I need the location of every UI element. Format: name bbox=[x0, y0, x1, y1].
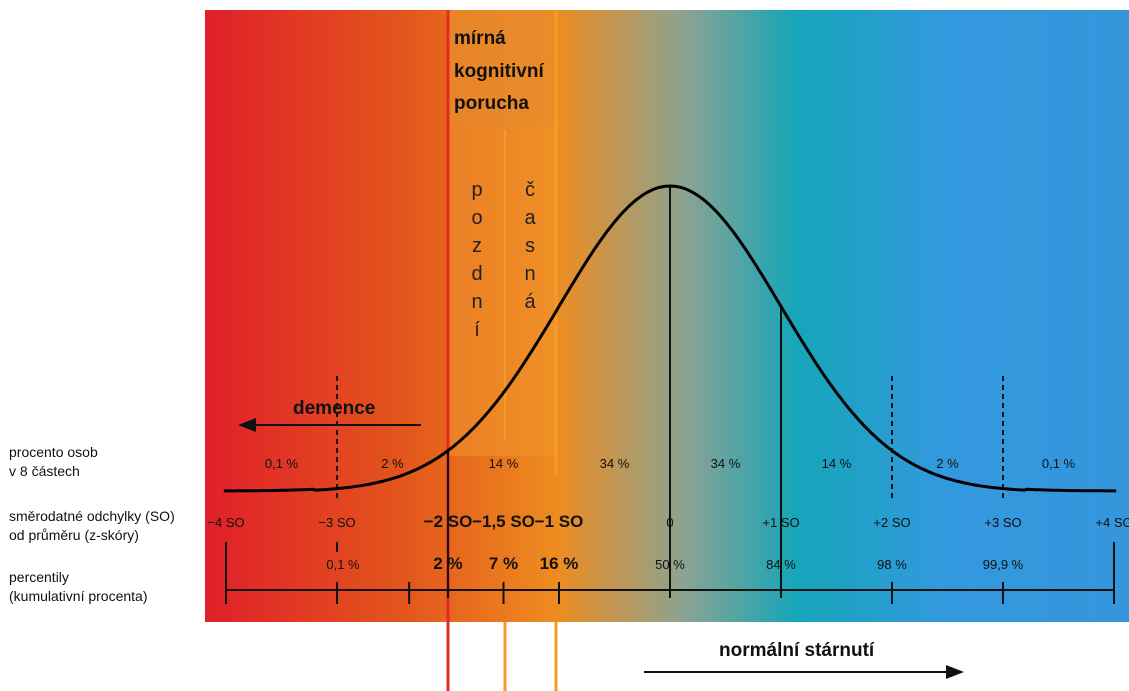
gradient-background bbox=[205, 10, 1129, 622]
percentile-label: 84 % bbox=[766, 557, 796, 572]
sd-tick-label: +3 SO bbox=[984, 515, 1021, 530]
percentile-label: 99,9 % bbox=[983, 557, 1024, 572]
segment-percent-label: 14 % bbox=[489, 456, 519, 471]
percentile-label: 98 % bbox=[877, 557, 907, 572]
mci-title-line3: porucha bbox=[454, 93, 529, 114]
row-label-percentiles: percentily (kumulativní procenta) bbox=[9, 568, 148, 606]
segment-percent-label: 0,1 % bbox=[265, 456, 299, 471]
mci-title-line2: kognitivní bbox=[454, 61, 544, 82]
row-label-sd: směrodatné odchylky (SO) od průměru (z-s… bbox=[9, 507, 175, 545]
sd-tick-label: −3 SO bbox=[318, 515, 355, 530]
casna-letter: n bbox=[524, 263, 535, 285]
row-label-line: v 8 částech bbox=[9, 463, 80, 479]
segment-percent-label: 14 % bbox=[822, 456, 852, 471]
segment-percent-label: 2 % bbox=[381, 456, 404, 471]
casna-letter: s bbox=[525, 235, 535, 257]
demence-arrowhead-icon bbox=[238, 418, 256, 432]
demence-label: demence bbox=[293, 398, 375, 419]
row-label-line: od průměru (z-skóry) bbox=[9, 527, 139, 543]
sd-tick-label: +2 SO bbox=[873, 515, 910, 530]
percentile-label: 7 % bbox=[489, 554, 518, 573]
normal-aging-label: normální stárnutí bbox=[719, 640, 875, 661]
segment-percent-label: 0,1 % bbox=[1042, 456, 1076, 471]
normal-aging-arrowhead-icon bbox=[946, 665, 964, 679]
row-label-percent-people: procento osob v 8 částech bbox=[9, 443, 98, 481]
segment-percent-label: 34 % bbox=[600, 456, 630, 471]
percentile-label: 0,1 % bbox=[326, 557, 360, 572]
casna-letter: á bbox=[524, 291, 536, 313]
percentile-label: 2 % bbox=[433, 554, 462, 573]
pozdni-letter: í bbox=[474, 319, 480, 341]
casna-letter: a bbox=[524, 207, 536, 229]
sd-tick-label: −1 SO bbox=[535, 512, 584, 531]
curve-layer: 0,1 % 2 % 14 % 34 % 34 % 14 % 2 % 0,1 % −4 SO −3 … bbox=[207, 184, 1129, 604]
sd-tick-label: −4 SO bbox=[207, 515, 244, 530]
mci-title-box bbox=[449, 10, 556, 126]
pozdni-letter: n bbox=[471, 291, 482, 313]
row-label-line: (kumulativní procenta) bbox=[9, 588, 148, 604]
pozdni-letter: d bbox=[471, 263, 482, 285]
casna-label: č a s n á bbox=[524, 179, 536, 313]
segment-percent-label: 2 % bbox=[936, 456, 959, 471]
sd-tick-label: −2 SO bbox=[424, 512, 473, 531]
segment-percent-label: 34 % bbox=[711, 456, 741, 471]
mci-title-line1: mírná bbox=[454, 28, 506, 49]
percentile-label: 16 % bbox=[540, 554, 579, 573]
sd-tick-label: 0 bbox=[666, 515, 673, 530]
percentile-label: 50 % bbox=[655, 557, 685, 572]
row-label-line: procento osob bbox=[9, 444, 98, 460]
casna-letter: č bbox=[525, 179, 535, 201]
sd-tick-label: +1 SO bbox=[762, 515, 799, 530]
sd-tick-label: +4 SO bbox=[1095, 515, 1129, 530]
row-label-line: percentily bbox=[9, 569, 69, 585]
row-label-line: směrodatné odchylky (SO) bbox=[9, 508, 175, 524]
sd-tick-label: −1,5 SO bbox=[472, 512, 535, 531]
pozdni-letter: p bbox=[471, 179, 482, 201]
pozdni-label: p o z d n í bbox=[471, 179, 482, 341]
normal-curve bbox=[223, 184, 1117, 493]
pozdni-letter: z bbox=[472, 235, 482, 257]
pozdni-letter: o bbox=[471, 207, 482, 229]
